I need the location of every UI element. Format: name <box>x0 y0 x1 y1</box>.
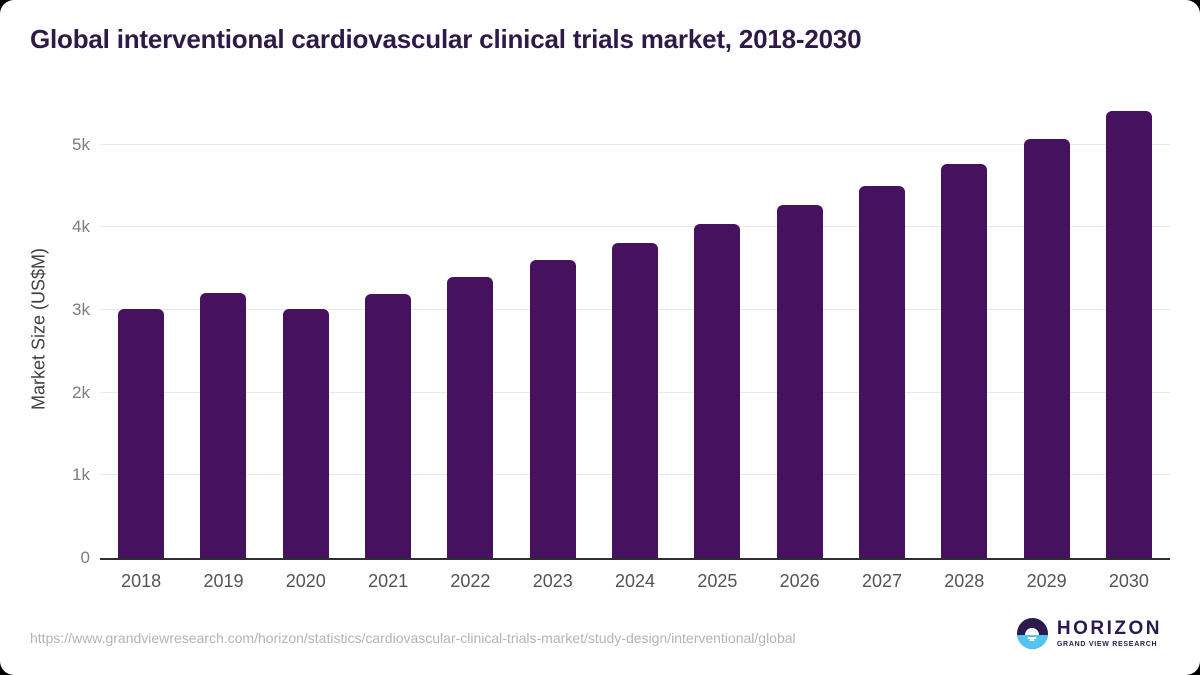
horizon-logo: HORIZON GRAND VIEW RESEARCH <box>1016 618 1162 649</box>
bar-column <box>923 100 1005 558</box>
bar-column <box>347 100 429 558</box>
bar-column <box>512 100 594 558</box>
x-tick-label: 2026 <box>779 571 820 591</box>
logo-subtitle: GRAND VIEW RESEARCH <box>1056 641 1158 648</box>
bar-column <box>676 100 758 558</box>
reflection-dash <box>1027 636 1037 639</box>
x-axis-tick-labels: 2018 2019 2020 2021 2022 2023 2024 2025 2026 2027… <box>100 571 1170 592</box>
x-tick-label: 2019 <box>203 571 244 591</box>
bar-column <box>1088 100 1170 558</box>
gridline <box>100 143 1170 145</box>
bar-column <box>841 100 923 558</box>
x-tick-label: 2023 <box>532 571 573 591</box>
bar-2023 <box>529 259 576 558</box>
y-tick-label: 1k <box>72 465 90 485</box>
x-tick-label: 2025 <box>697 571 738 591</box>
bar-column <box>429 100 511 558</box>
horizon-sunset-icon <box>1016 618 1048 649</box>
bar-2028 <box>941 163 988 558</box>
x-tick-label: 2022 <box>450 571 491 591</box>
x-tick-label: 2020 <box>285 571 326 591</box>
sea-shape <box>1016 635 1048 649</box>
bar-column <box>759 100 841 558</box>
bar-series <box>100 100 1170 558</box>
y-tick-label: 2k <box>72 382 90 402</box>
logo-text-block: HORIZON GRAND VIEW RESEARCH <box>1057 619 1162 648</box>
bar-column <box>265 100 347 558</box>
y-tick-label: 4k <box>72 217 90 237</box>
y-tick-label: 0 <box>80 548 90 567</box>
x-tick-label: 2024 <box>615 571 656 591</box>
bar-2022 <box>447 276 494 558</box>
source-url: https://www.grandviewresearch.com/horizo… <box>30 630 796 646</box>
y-tick-label: 3k <box>72 300 90 319</box>
bar-2024 <box>612 243 659 558</box>
bar-2025 <box>694 224 741 558</box>
y-tick-label: 5k <box>72 134 90 154</box>
bar-column <box>182 100 264 558</box>
bar-2021 <box>365 293 412 558</box>
bar-2029 <box>1023 139 1070 558</box>
bar-2030 <box>1105 110 1152 558</box>
bar-2018 <box>118 309 165 558</box>
bar-2026 <box>776 205 823 558</box>
x-tick-label: 2030 <box>1108 571 1149 591</box>
x-tick-label: 2029 <box>1026 571 1067 591</box>
y-axis-tick-labels: 0 1k 2k 3k 4k 5k <box>0 100 90 566</box>
reflection-dash <box>1029 639 1035 642</box>
bar-2019 <box>200 293 247 558</box>
bar-column <box>594 100 676 558</box>
chart-title: Global interventional cardiovascular cli… <box>30 24 862 54</box>
bar-column <box>100 100 182 558</box>
bar-2027 <box>858 185 905 558</box>
bar-column <box>1005 100 1087 558</box>
x-tick-label: 2021 <box>368 571 409 591</box>
logo-wordmark: HORIZON <box>1056 618 1162 639</box>
x-tick-label: 2018 <box>121 571 162 591</box>
x-tick-label: 2028 <box>944 571 985 591</box>
gridline <box>100 226 1170 228</box>
bar-2020 <box>282 309 329 558</box>
x-tick-label: 2027 <box>861 571 902 591</box>
plot-area <box>100 100 1170 560</box>
